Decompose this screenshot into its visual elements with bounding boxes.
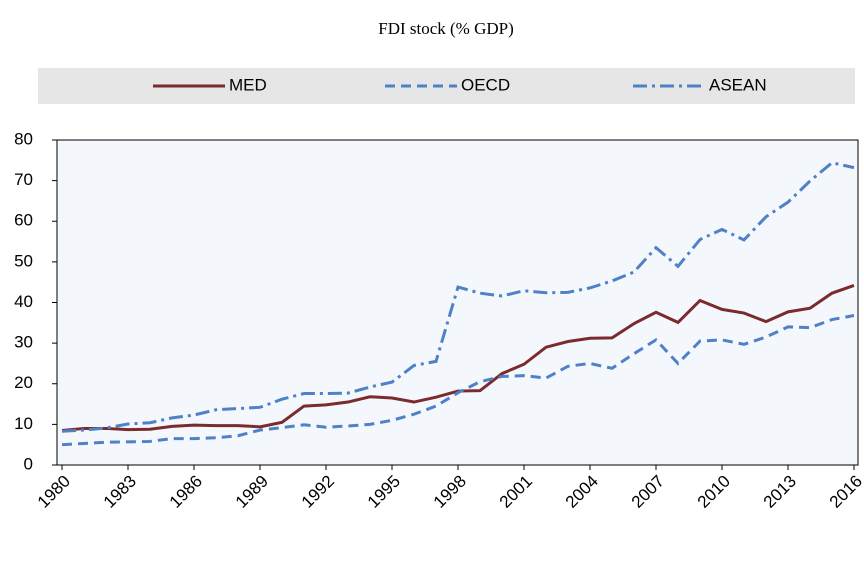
- series-line: [61, 314, 855, 447]
- legend-label: ASEAN: [709, 75, 767, 94]
- x-tick-label: 2016: [826, 472, 864, 512]
- x-tick-label: 1983: [100, 472, 140, 512]
- series-line: [61, 161, 855, 433]
- x-tick-label: 1989: [232, 472, 272, 512]
- y-tick-label: 80: [14, 129, 33, 148]
- y-tick-label: 20: [14, 373, 33, 392]
- plot-area: [56, 139, 859, 466]
- x-tick-label: 1992: [298, 472, 338, 512]
- y-tick-label: 10: [14, 414, 33, 433]
- y-tick-label: 0: [24, 454, 33, 473]
- x-tick-label: 2007: [628, 472, 668, 512]
- y-tick-label: 70: [14, 170, 33, 189]
- x-tick-label: 2010: [694, 472, 734, 512]
- x-tick-label: 1995: [364, 472, 404, 512]
- legend-label: OECD: [461, 75, 510, 94]
- y-tick-label: 40: [14, 292, 33, 311]
- x-tick-label: 2004: [562, 472, 602, 512]
- x-tick-label: 1980: [34, 472, 74, 512]
- x-tick-label: 2013: [760, 472, 800, 512]
- x-tick-label: 2001: [496, 472, 536, 512]
- x-tick-label: 1986: [166, 472, 206, 512]
- y-tick-label: 50: [14, 251, 33, 270]
- legend-label: MED: [229, 75, 267, 94]
- chart-title: FDI stock (% GDP): [378, 19, 514, 38]
- x-tick-label: 1998: [430, 472, 470, 512]
- y-tick-label: 30: [14, 333, 33, 352]
- y-tick-label: 60: [14, 211, 33, 230]
